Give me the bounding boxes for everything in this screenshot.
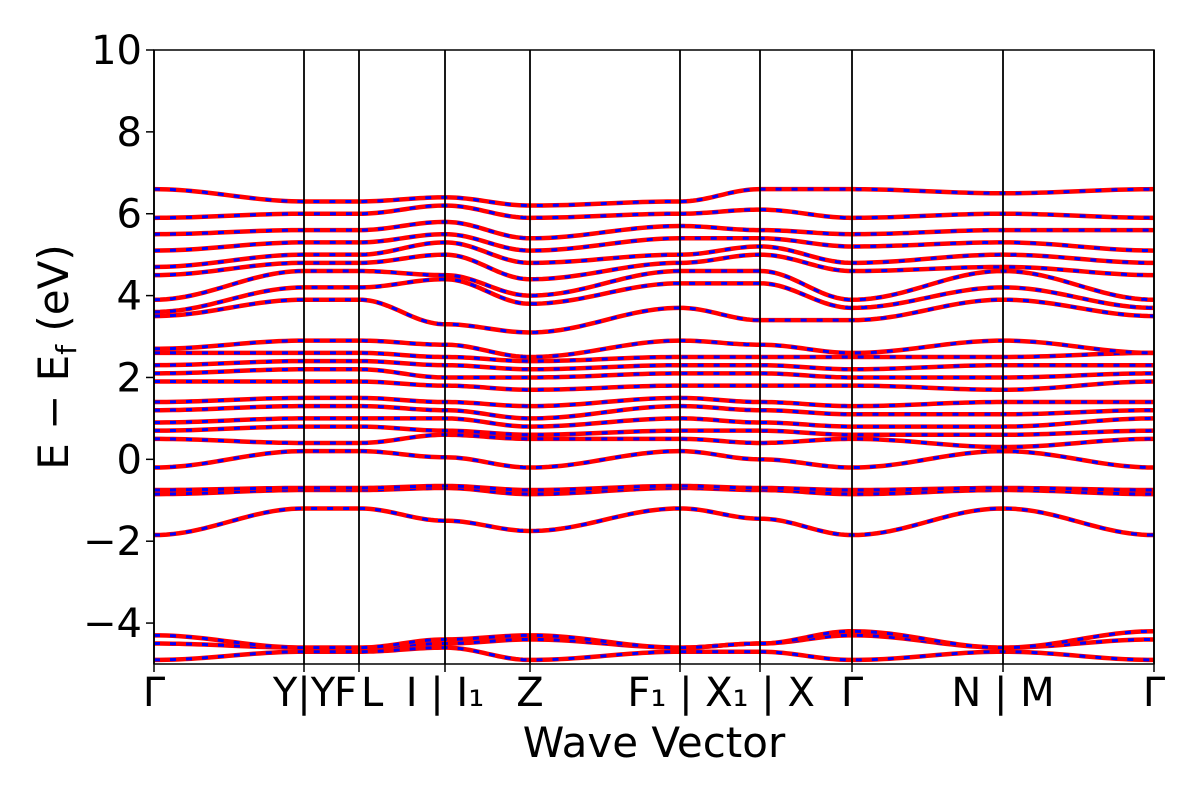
- band-line-blue: [154, 240, 1154, 269]
- y-tick-label: 10: [91, 28, 142, 74]
- x-tick-label: Y|Y: [272, 670, 336, 716]
- y-tick-label: −2: [83, 519, 142, 565]
- y-tick-label: −4: [83, 601, 142, 647]
- y-tick-label: 2: [117, 355, 142, 401]
- y-axis-title-sub: f: [50, 344, 83, 355]
- band-line-blue: [154, 367, 1154, 379]
- band-line-blue: [154, 269, 1154, 302]
- x-axis: Γ Y|YF L I | I₁ Z F₁ | XX₁ | X Γ N | M Γ: [143, 664, 1166, 716]
- x-tick-label: L: [361, 670, 384, 716]
- x-tick-label: Z: [516, 670, 543, 716]
- y-axis: −4 −2 0 2 4 6 8 10: [83, 28, 154, 647]
- band-line-blue: [154, 204, 1154, 220]
- band-line-blue: [154, 277, 1154, 314]
- band-line-blue: [154, 449, 1154, 470]
- y-tick-label: 0: [117, 437, 142, 483]
- y-axis-title-main: E − E: [29, 355, 78, 470]
- band-line-blue: [154, 404, 1154, 420]
- bands-group: [154, 186, 1154, 663]
- x-tick-label: Γ: [841, 670, 864, 716]
- band-line-blue: [154, 232, 1154, 253]
- band-line-blue: [154, 484, 1154, 492]
- band-line-blue: [154, 187, 1154, 208]
- band-line-blue: [154, 298, 1154, 334]
- band-line-blue: [154, 506, 1154, 537]
- band-line-blue: [154, 380, 1154, 392]
- band-line-blue: [154, 416, 1154, 429]
- band-line-blue: [154, 646, 1154, 662]
- x-tick-label: N | M: [951, 670, 1054, 716]
- band-line-blue: [154, 359, 1154, 371]
- x-axis-title: Wave Vector: [523, 718, 786, 767]
- band-line-blue: [154, 253, 1154, 281]
- x-tick-label: F: [334, 670, 357, 716]
- y-tick-label: 8: [117, 110, 142, 156]
- x-tick-label: X₁ | X: [705, 670, 815, 716]
- band-line-blue: [154, 396, 1154, 408]
- x-tick-label: I | I₁: [406, 670, 485, 716]
- band-line-blue: [154, 220, 1154, 240]
- band-line-blue: [154, 629, 1154, 650]
- band-line-blue: [154, 433, 1154, 449]
- y-axis-title-unit: (eV): [29, 244, 78, 345]
- band-line-blue: [154, 425, 1154, 437]
- band-line-blue: [154, 339, 1154, 359]
- y-tick-label: 6: [117, 192, 142, 238]
- x-tick-label: Γ: [1143, 670, 1166, 716]
- x-tick-label: Γ: [143, 670, 166, 716]
- y-axis-title: E − Ef (eV): [29, 244, 83, 470]
- x-tick-label: F₁ | X: [627, 670, 732, 716]
- plot-frame: [153, 49, 1155, 665]
- y-tick-label: 4: [117, 274, 142, 320]
- band-line-blue: [154, 351, 1154, 363]
